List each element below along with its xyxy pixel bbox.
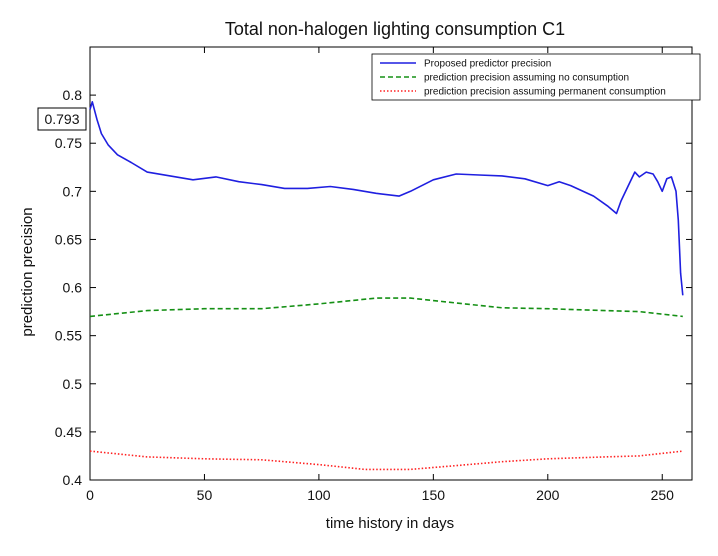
series-line-1 [89, 101, 684, 296]
x-tick-label: 250 [651, 487, 675, 503]
x-tick-label: 100 [307, 487, 331, 503]
legend: Proposed predictor precision prediction p… [371, 53, 701, 101]
y-tick-label: 0.75 [55, 135, 82, 151]
x-axis-label: time history in days [326, 515, 454, 532]
x-tick-label: 150 [422, 487, 446, 503]
legend-items: Proposed predictor precision prediction p… [380, 59, 666, 98]
value-callout: 0.793 [37, 107, 87, 131]
y-tick-label: 0.6 [63, 280, 83, 296]
legend-label-1: Proposed predictor precision [424, 59, 551, 70]
plot-area [89, 46, 693, 481]
y-tick-label: 0.55 [55, 328, 82, 344]
value-callout-box [37, 107, 87, 131]
x-tick-label: 200 [536, 487, 560, 503]
legend-label-3: prediction precision assuming permanent … [424, 87, 666, 98]
y-tick-label: 0.65 [55, 231, 82, 247]
legend-box [371, 53, 701, 101]
y-tick-label: 0.4 [63, 472, 83, 488]
y-tick-label: 0.8 [63, 87, 83, 103]
legend-label-2: prediction precision assuming no consump… [424, 73, 629, 84]
value-callout-text: 0.793 [44, 111, 79, 127]
y-tick-label: 0.5 [63, 376, 83, 392]
y-axis-label: prediction precision [19, 207, 36, 336]
y-tick-label: 0.7 [63, 183, 83, 199]
series-group [89, 101, 684, 471]
axis-ticks: 0 50 100 150 200 250 0.4 0.45 0.5 0.55 0.6 0.65 0.7 0… [55, 47, 692, 503]
x-tick-label: 50 [197, 487, 213, 503]
chart-title: Total non-halogen lighting consumption C… [225, 19, 565, 39]
y-tick-label: 0.45 [55, 424, 82, 440]
x-tick-label: 0 [86, 487, 94, 503]
series-line-2 [89, 297, 683, 318]
